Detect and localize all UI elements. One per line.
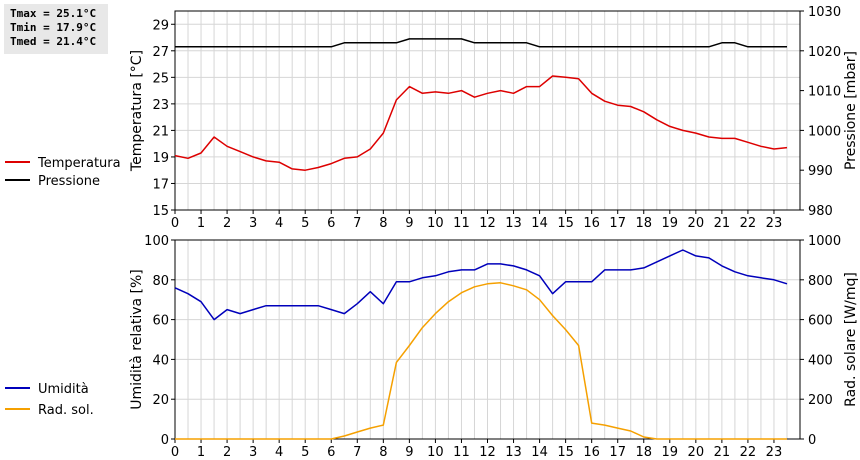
y2-axis-label: Rad. solare [W/mq] bbox=[843, 272, 859, 407]
tmax-text: Tmax = 25.1°C bbox=[10, 7, 97, 20]
y2-tick-label: 400 bbox=[808, 353, 833, 368]
tmed-text: Tmed = 21.4°C bbox=[10, 35, 97, 48]
x-tick-label: 21 bbox=[714, 216, 731, 231]
x-tick-label: 8 bbox=[379, 445, 387, 460]
x-tick-label: 15 bbox=[557, 445, 574, 460]
y2-tick-label: 200 bbox=[808, 393, 833, 408]
x-tick-label: 16 bbox=[583, 445, 600, 460]
x-tick-label: 10 bbox=[427, 216, 444, 231]
y2-axis-label: Pressione [mbar] bbox=[843, 51, 859, 170]
y-tick-label: 19 bbox=[152, 151, 169, 166]
x-tick-label: 22 bbox=[740, 216, 757, 231]
y2-tick-label: 1020 bbox=[808, 45, 841, 60]
x-tick-label: 22 bbox=[740, 445, 757, 460]
x-tick-label: 18 bbox=[635, 445, 652, 460]
x-tick-label: 9 bbox=[405, 445, 413, 460]
x-tick-label: 3 bbox=[249, 445, 257, 460]
x-tick-label: 6 bbox=[327, 216, 335, 231]
x-tick-label: 21 bbox=[714, 445, 731, 460]
series-line-temperatura bbox=[174, 75, 788, 171]
x-tick-label: 9 bbox=[405, 216, 413, 231]
x-tick-label: 17 bbox=[609, 216, 626, 231]
y2-tick-label: 980 bbox=[808, 204, 833, 219]
x-tick-label: 23 bbox=[766, 445, 783, 460]
y2-tick-label: 800 bbox=[808, 274, 833, 289]
y2-tick-label: 990 bbox=[808, 164, 833, 179]
x-tick-label: 11 bbox=[453, 216, 470, 231]
tmin-text: Tmin = 17.9°C bbox=[10, 21, 97, 34]
x-tick-label: 17 bbox=[609, 445, 626, 460]
x-tick-label: 5 bbox=[301, 445, 309, 460]
x-tick-label: 13 bbox=[505, 216, 522, 231]
y2-tick-label: 1030 bbox=[808, 5, 841, 20]
x-tick-label: 1 bbox=[197, 216, 205, 231]
x-tick-label: 0 bbox=[171, 445, 179, 460]
x-tick-label: 5 bbox=[301, 216, 309, 231]
y-tick-label: 0 bbox=[161, 433, 169, 448]
y2-tick-label: 600 bbox=[808, 314, 833, 329]
series-line-pressione bbox=[175, 38, 787, 48]
x-tick-label: 14 bbox=[531, 216, 548, 231]
x-tick-label: 7 bbox=[353, 216, 361, 231]
x-tick-label: 12 bbox=[479, 216, 496, 231]
legend-label: Rad. sol. bbox=[38, 403, 94, 418]
y2-tick-label: 0 bbox=[808, 433, 816, 448]
y-tick-label: 40 bbox=[152, 353, 169, 368]
x-tick-label: 14 bbox=[531, 445, 548, 460]
x-tick-label: 8 bbox=[379, 216, 387, 231]
x-tick-label: 23 bbox=[766, 216, 783, 231]
y-tick-label: 17 bbox=[152, 177, 169, 192]
y-tick-label: 80 bbox=[152, 274, 169, 289]
y2-tick-label: 1000 bbox=[808, 234, 841, 249]
series-line-rad-sol bbox=[175, 282, 787, 440]
stats-box: Tmax = 25.1°C Tmin = 17.9°C Tmed = 21.4°… bbox=[4, 4, 108, 54]
y-tick-label: 15 bbox=[152, 204, 169, 219]
x-tick-label: 15 bbox=[557, 216, 574, 231]
x-tick-label: 6 bbox=[327, 445, 335, 460]
x-tick-label: 0 bbox=[171, 216, 179, 231]
y-axis-label: Umidità relativa [%] bbox=[129, 269, 145, 410]
x-tick-label: 2 bbox=[223, 216, 231, 231]
x-tick-label: 13 bbox=[505, 445, 522, 460]
y-tick-label: 29 bbox=[152, 18, 169, 33]
y2-tick-label: 1000 bbox=[808, 124, 841, 139]
temperature-pressure-chart: 0 1 2 3 4 5 6 7 8 9 10 11 12 13 14 15 16 17 18 19 20 21 22 2315… bbox=[5, 5, 859, 231]
y2-tick-label: 1010 bbox=[808, 85, 841, 100]
x-tick-label: 16 bbox=[583, 216, 600, 231]
x-tick-label: 1 bbox=[197, 445, 205, 460]
x-tick-label: 19 bbox=[662, 216, 679, 231]
y-tick-label: 21 bbox=[152, 124, 169, 139]
x-tick-label: 20 bbox=[688, 445, 705, 460]
series-line-umidit bbox=[174, 249, 788, 321]
y-tick-label: 25 bbox=[152, 71, 169, 86]
y-tick-label: 100 bbox=[144, 234, 169, 249]
x-tick-label: 20 bbox=[688, 216, 705, 231]
x-tick-label: 11 bbox=[453, 445, 470, 460]
y-tick-label: 27 bbox=[152, 45, 169, 60]
y-tick-label: 60 bbox=[152, 314, 169, 329]
x-tick-label: 12 bbox=[479, 445, 496, 460]
x-tick-label: 18 bbox=[635, 216, 652, 231]
x-tick-label: 2 bbox=[223, 445, 231, 460]
y-axis-label: Temperatura [°C] bbox=[129, 50, 145, 172]
x-tick-label: 4 bbox=[275, 445, 283, 460]
x-tick-label: 3 bbox=[249, 216, 257, 231]
legend-label: Pressione bbox=[38, 174, 100, 189]
legend-label: Umidità bbox=[38, 382, 89, 397]
y-tick-label: 20 bbox=[152, 393, 169, 408]
x-tick-label: 10 bbox=[427, 445, 444, 460]
x-tick-label: 19 bbox=[662, 445, 679, 460]
x-tick-label: 4 bbox=[275, 216, 283, 231]
y-tick-label: 23 bbox=[152, 98, 169, 113]
legend-label: Temperatura bbox=[37, 156, 121, 171]
x-tick-label: 7 bbox=[353, 445, 361, 460]
humidity-radiation-chart: 0 1 2 3 4 5 6 7 8 9 10 11 12 13 14 15 16 17 18 19 20 21 22 2302… bbox=[5, 234, 859, 460]
